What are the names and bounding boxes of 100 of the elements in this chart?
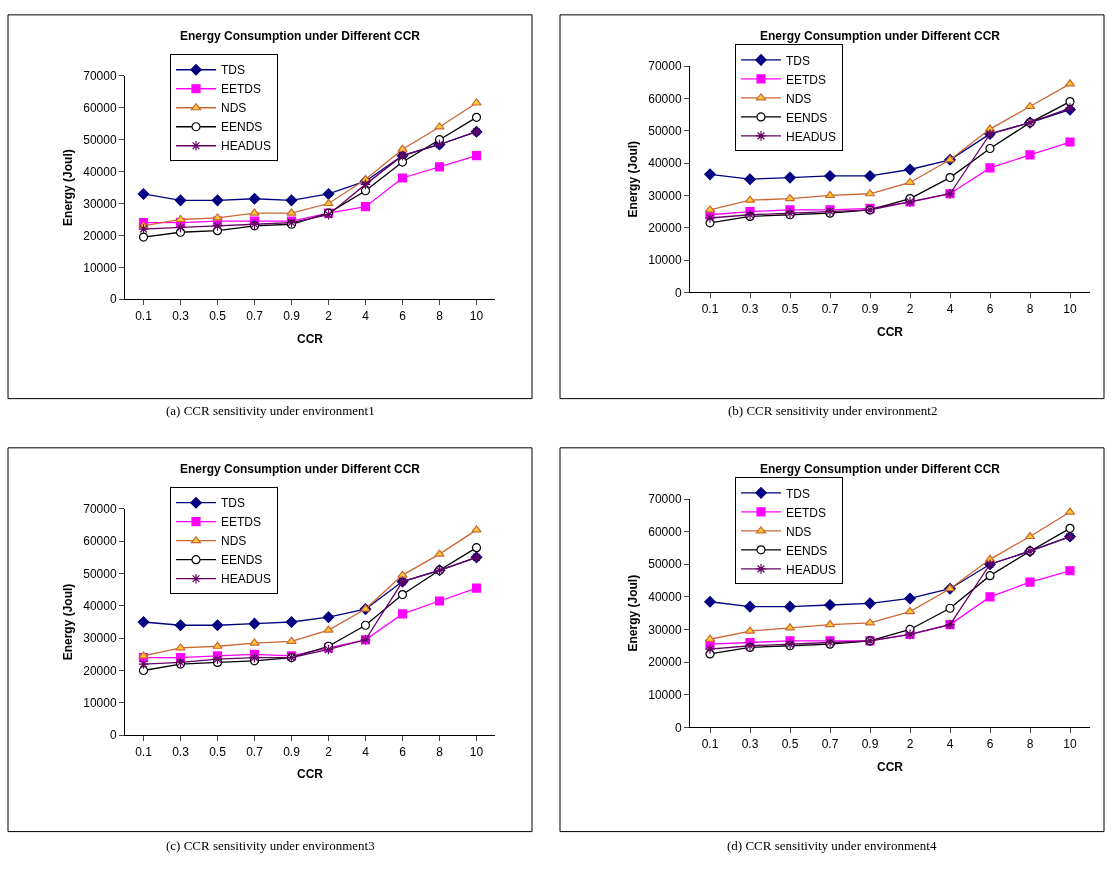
- x-tick-label: 0.3: [741, 736, 759, 751]
- x-tick-label: 0.9: [861, 301, 879, 316]
- text: (d) CCR sensitivity under environment4: [727, 838, 937, 853]
- legend-label: EETDS: [221, 82, 262, 97]
- y-tick-label: 60000: [648, 91, 682, 106]
- x-tick-label: 0.9: [283, 308, 301, 323]
- y-tick-label: 70000: [648, 59, 682, 74]
- x-tick-label: 0.1: [135, 744, 153, 759]
- y-tick-label: 20000: [648, 220, 682, 235]
- y-tick-label: 50000: [83, 566, 117, 581]
- x-tick-label: 0.5: [781, 736, 799, 751]
- x-tick-label: 8: [436, 308, 444, 323]
- text: (a) CCR sensitivity under environment1: [166, 403, 375, 418]
- chart-title: Energy Consumption under Different CCR: [760, 462, 1001, 476]
- y-axis-title: Energy (Joul): [625, 574, 640, 652]
- y-tick-label: 0: [674, 720, 682, 735]
- legend-label: EENDS: [786, 110, 828, 125]
- y-tick-label: 50000: [648, 557, 682, 572]
- y-tick-label: 20000: [83, 663, 117, 678]
- y-tick-label: 0: [109, 728, 117, 743]
- x-tick-label: 2: [325, 744, 333, 759]
- y-tick-label: 30000: [83, 631, 117, 646]
- y-tick-label: 10000: [83, 696, 117, 711]
- y-tick-label: 40000: [648, 156, 682, 171]
- chart-title: Energy Consumption under Different CCR: [760, 29, 1001, 43]
- legend-label: EENDS: [221, 553, 263, 568]
- x-tick-label: 0.7: [821, 301, 839, 316]
- x-tick-label: 8: [1026, 301, 1034, 316]
- y-tick-label: 60000: [83, 100, 117, 115]
- x-tick-label: 4: [362, 308, 370, 323]
- x-tick-label: 2: [325, 308, 333, 323]
- y-tick-label: 10000: [648, 253, 682, 268]
- x-tick-label: 0.5: [209, 744, 227, 759]
- y-tick-label: 10000: [648, 687, 682, 702]
- y-axis-title: Energy (Joul): [60, 149, 75, 226]
- legend-label: NDS: [786, 524, 812, 539]
- legend-label: EENDS: [786, 543, 828, 558]
- y-tick-label: 0: [674, 285, 682, 300]
- x-tick-label: 0.7: [246, 744, 264, 759]
- text: (b) CCR sensitivity under environment2: [728, 403, 938, 418]
- x-tick-label: 2: [906, 301, 914, 316]
- legend-label: HEADUS: [221, 572, 272, 587]
- y-axis-title: Energy (Joul): [625, 140, 640, 218]
- legend-label: HEADUS: [786, 129, 837, 144]
- y-tick-label: 50000: [83, 132, 117, 147]
- y-tick-label: 30000: [648, 622, 682, 637]
- y-tick-label: 40000: [648, 590, 682, 605]
- y-tick-label: 70000: [83, 502, 117, 517]
- x-tick-label: 6: [986, 301, 994, 316]
- legend-label: TDS: [786, 53, 810, 68]
- x-tick-label: 4: [362, 744, 370, 759]
- y-tick-label: 10000: [83, 260, 117, 275]
- legend-label: HEADUS: [786, 562, 837, 577]
- x-tick-label: 0.3: [172, 744, 190, 759]
- x-axis-title: CCR: [297, 331, 324, 346]
- y-tick-label: 60000: [83, 534, 117, 549]
- y-tick-label: 50000: [648, 123, 682, 138]
- x-tick-label: 10: [1063, 301, 1077, 316]
- x-tick-label: 0.5: [781, 301, 799, 316]
- x-tick-label: 0.3: [741, 301, 759, 316]
- x-tick-label: 8: [436, 744, 444, 759]
- x-tick-label: 8: [1026, 736, 1034, 751]
- x-tick-label: 0.1: [701, 301, 719, 316]
- x-tick-label: 10: [1063, 736, 1077, 751]
- y-tick-label: 70000: [83, 69, 117, 84]
- legend-label: EETDS: [786, 505, 827, 520]
- text: (c) CCR sensitivity under environment3: [166, 838, 375, 853]
- x-axis-title: CCR: [877, 759, 904, 774]
- legend-label: HEADUS: [221, 139, 272, 154]
- legend-label: NDS: [221, 534, 247, 549]
- x-tick-label: 10: [469, 744, 484, 759]
- legend-label: EETDS: [786, 72, 827, 87]
- x-tick-label: 10: [469, 308, 484, 323]
- y-tick-label: 40000: [83, 599, 117, 614]
- x-tick-label: 4: [946, 736, 954, 751]
- y-tick-label: 20000: [83, 228, 117, 243]
- y-axis-title: Energy (Joul): [60, 583, 75, 661]
- y-tick-label: 0: [109, 292, 117, 307]
- x-tick-label: 4: [946, 301, 954, 316]
- x-tick-label: 0.9: [861, 736, 879, 751]
- y-tick-label: 30000: [83, 196, 117, 211]
- chart-title: Energy Consumption under Different CCR: [180, 462, 421, 476]
- x-tick-label: 6: [399, 308, 407, 323]
- y-tick-label: 60000: [648, 524, 682, 539]
- x-tick-label: 0.1: [135, 308, 153, 323]
- legend-label: NDS: [221, 101, 247, 116]
- x-tick-label: 2: [906, 736, 914, 751]
- y-tick-label: 70000: [648, 492, 682, 507]
- legend-label: TDS: [786, 486, 810, 501]
- legend-label: EETDS: [221, 515, 262, 530]
- legend-label: TDS: [221, 496, 245, 511]
- x-tick-label: 0.7: [246, 308, 264, 323]
- x-axis-title: CCR: [877, 324, 904, 339]
- x-tick-label: 0.9: [283, 744, 301, 759]
- x-tick-label: 0.3: [172, 308, 190, 323]
- x-axis-title: CCR: [297, 767, 324, 782]
- x-tick-label: 0.5: [209, 308, 227, 323]
- y-tick-label: 30000: [648, 188, 682, 203]
- legend-label: NDS: [786, 91, 812, 106]
- x-tick-label: 6: [399, 744, 407, 759]
